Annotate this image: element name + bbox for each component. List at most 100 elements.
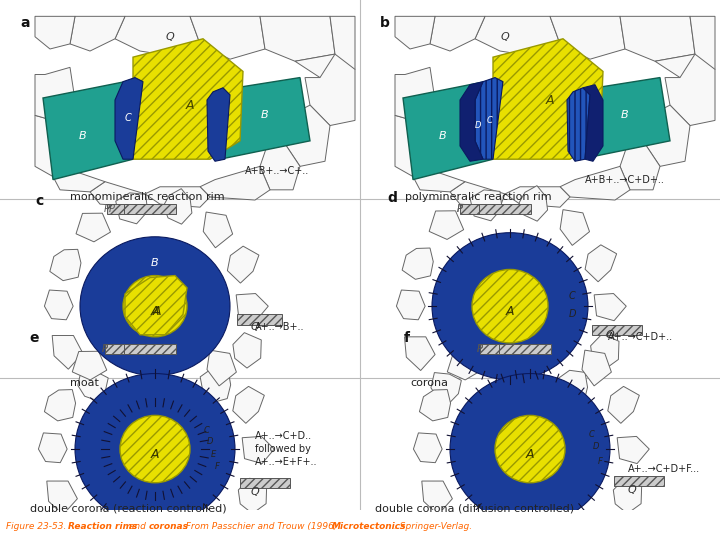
FancyBboxPatch shape — [499, 344, 551, 354]
Text: D: D — [474, 121, 481, 130]
Polygon shape — [295, 16, 355, 78]
Polygon shape — [550, 16, 625, 59]
Text: f: f — [404, 330, 410, 345]
Polygon shape — [207, 88, 230, 161]
Polygon shape — [560, 210, 590, 245]
Polygon shape — [204, 516, 235, 540]
Polygon shape — [200, 166, 270, 200]
Polygon shape — [305, 54, 355, 125]
Text: monomineralic reaction rim: monomineralic reaction rim — [70, 192, 225, 202]
Ellipse shape — [75, 374, 235, 524]
Polygon shape — [260, 141, 300, 190]
Text: C: C — [125, 113, 131, 123]
Polygon shape — [45, 290, 73, 320]
Text: P: P — [102, 344, 108, 354]
FancyBboxPatch shape — [479, 204, 531, 214]
Polygon shape — [76, 213, 111, 242]
Polygon shape — [620, 141, 660, 190]
Polygon shape — [405, 337, 435, 370]
Ellipse shape — [450, 250, 570, 362]
Text: A: A — [526, 448, 534, 461]
Text: . Springer-Verlag.: . Springer-Verlag. — [394, 522, 472, 531]
Text: B: B — [79, 131, 87, 141]
Text: A: A — [150, 448, 159, 461]
Text: C: C — [569, 291, 575, 301]
Text: Q: Q — [251, 487, 259, 497]
Polygon shape — [70, 16, 125, 51]
Text: B: B — [621, 110, 629, 120]
Ellipse shape — [93, 391, 217, 507]
Polygon shape — [395, 16, 435, 49]
Polygon shape — [190, 16, 265, 59]
Text: P: P — [457, 204, 463, 214]
Polygon shape — [449, 518, 480, 540]
Polygon shape — [447, 352, 482, 380]
Polygon shape — [594, 294, 626, 321]
Polygon shape — [402, 248, 433, 279]
Text: A+..→B+..: A+..→B+.. — [255, 322, 305, 332]
Text: C: C — [589, 430, 595, 439]
Polygon shape — [583, 85, 603, 161]
Polygon shape — [35, 68, 75, 120]
Polygon shape — [585, 245, 616, 282]
Polygon shape — [165, 326, 193, 361]
Polygon shape — [116, 193, 148, 224]
Polygon shape — [541, 537, 571, 540]
Polygon shape — [35, 116, 60, 177]
Polygon shape — [165, 388, 194, 422]
Text: moat: moat — [70, 377, 99, 388]
Text: Q: Q — [251, 322, 259, 332]
Text: corona: corona — [410, 377, 448, 388]
Polygon shape — [47, 481, 77, 515]
Polygon shape — [493, 39, 603, 159]
FancyBboxPatch shape — [237, 314, 282, 325]
Polygon shape — [283, 105, 330, 166]
Text: e: e — [29, 330, 38, 345]
Text: E: E — [210, 450, 215, 458]
Polygon shape — [655, 16, 715, 78]
Text: A+B+..→C+..: A+B+..→C+.. — [245, 166, 310, 177]
Ellipse shape — [120, 415, 190, 483]
Polygon shape — [665, 54, 715, 125]
Text: A: A — [153, 305, 161, 318]
Polygon shape — [613, 478, 642, 514]
Text: C: C — [204, 426, 210, 435]
Polygon shape — [643, 105, 690, 166]
Polygon shape — [236, 294, 269, 321]
Text: D: D — [207, 437, 213, 447]
Text: Q: Q — [500, 32, 509, 42]
Polygon shape — [579, 516, 609, 540]
Text: Q: Q — [166, 32, 174, 42]
Text: C: C — [487, 116, 493, 125]
Polygon shape — [617, 436, 649, 463]
Polygon shape — [567, 88, 590, 161]
Text: a: a — [20, 16, 30, 30]
Polygon shape — [473, 395, 500, 424]
Text: A: A — [186, 99, 194, 112]
Text: double corona (reaction controlled): double corona (reaction controlled) — [30, 503, 227, 513]
Polygon shape — [90, 181, 145, 207]
Text: coronas: coronas — [148, 522, 189, 531]
Polygon shape — [238, 478, 266, 514]
Text: P: P — [457, 204, 463, 214]
Polygon shape — [145, 187, 210, 207]
Text: Figure 23-53.: Figure 23-53. — [6, 522, 69, 531]
FancyBboxPatch shape — [124, 204, 176, 214]
Polygon shape — [475, 78, 503, 159]
Polygon shape — [233, 387, 264, 423]
Polygon shape — [207, 350, 236, 386]
FancyBboxPatch shape — [107, 204, 157, 214]
Polygon shape — [74, 518, 104, 540]
Text: F: F — [598, 457, 603, 466]
FancyBboxPatch shape — [592, 325, 642, 335]
Text: B: B — [439, 131, 447, 141]
Polygon shape — [397, 290, 425, 320]
Polygon shape — [45, 389, 76, 421]
Polygon shape — [403, 82, 493, 180]
Text: P: P — [477, 344, 483, 354]
Text: b: b — [380, 16, 390, 30]
Polygon shape — [420, 389, 451, 421]
Polygon shape — [431, 373, 462, 403]
Polygon shape — [540, 326, 568, 361]
Polygon shape — [260, 16, 335, 61]
